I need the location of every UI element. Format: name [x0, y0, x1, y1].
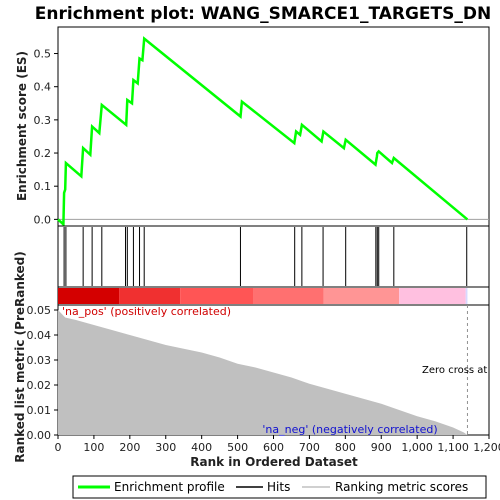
es-y-tick-label: 0.0	[34, 213, 52, 226]
heatmap-segment	[180, 288, 254, 304]
enrichment-profile-line	[57, 36, 469, 228]
heatmap-segment	[119, 288, 181, 304]
metric-y-tick-label: 0.03	[27, 354, 52, 367]
metric-y-tick-label: 0.01	[27, 404, 52, 417]
metric-y-tick-label: 0.00	[27, 429, 52, 442]
x-tick-label: 1,200	[473, 441, 500, 454]
x-tick-label: 1,100	[437, 441, 469, 454]
legend-enrichment-label: Enrichment profile	[114, 480, 225, 494]
x-tick-label: 500	[227, 441, 248, 454]
chart-title: Enrichment plot: WANG_SMARCE1_TARGETS_DN	[35, 4, 491, 24]
legend-metric-label: Ranking metric scores	[335, 480, 468, 494]
hits-panel-frame	[57, 225, 490, 288]
metric-y-ticks: 0.00 0.01 0.02 0.03 0.04 0.05	[27, 304, 58, 442]
x-axis-ticks: 0 100 200 300 400 500 600 700 800 900 1,000 1,100 1,…	[55, 435, 500, 454]
legend-box	[72, 475, 487, 499]
heatmap-segment	[253, 288, 324, 304]
es-y-tick-label: 0.4	[34, 81, 52, 94]
es-y-tick-label: 0.3	[34, 114, 52, 127]
positive-correlation-label: 'na_pos' (positively correlated)	[62, 305, 231, 318]
ranking-metric-area	[58, 310, 468, 435]
x-tick-label: 600	[263, 441, 284, 454]
x-tick-label: 100	[83, 441, 104, 454]
es-y-tick-label: 0.5	[34, 48, 52, 61]
x-tick-label: 800	[335, 441, 356, 454]
x-tick-label: 0	[55, 441, 62, 454]
es-y-tick-label: 0.1	[34, 180, 52, 193]
metric-y-tick-label: 0.05	[27, 304, 52, 317]
es-y-tick-label: 0.2	[34, 147, 52, 160]
heatmap-segment	[58, 288, 120, 304]
metric-y-tick-label: 0.02	[27, 379, 52, 392]
x-tick-label: 400	[191, 441, 212, 454]
metric-y-tick-label: 0.04	[27, 329, 52, 342]
heatmap-segment	[399, 288, 466, 304]
rank-heatmap-bar	[58, 288, 468, 304]
heatmap-segment	[323, 288, 400, 304]
negative-correlation-label: 'na_neg' (negatively correlated)	[262, 423, 437, 436]
x-tick-label: 300	[155, 441, 176, 454]
metric-axis-label: Ranked list metric (PreRanked)	[13, 251, 27, 463]
heatmap-segment	[465, 288, 468, 304]
es-y-ticks: 0.0 0.1 0.2 0.3 0.4 0.5	[34, 48, 58, 226]
legend-hits-label: Hits	[267, 480, 290, 494]
x-tick-label: 200	[119, 441, 140, 454]
zero-cross-label: Zero cross at	[422, 365, 487, 376]
es-axis-label: Enrichment score (ES)	[15, 51, 29, 201]
x-tick-label: 700	[299, 441, 320, 454]
x-tick-label: 900	[371, 441, 392, 454]
hit-markers	[63, 227, 468, 286]
x-tick-label: 1,000	[401, 441, 433, 454]
x-axis-label: Rank in Ordered Dataset	[190, 455, 358, 469]
